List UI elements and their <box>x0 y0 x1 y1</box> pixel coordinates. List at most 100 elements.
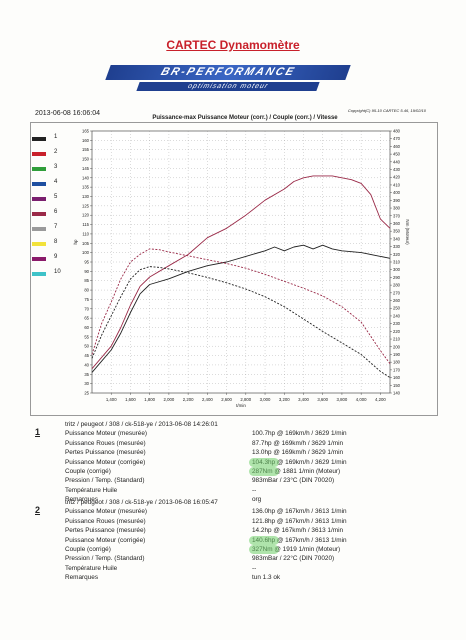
legend-label: 3 <box>54 164 58 170</box>
report-datetime: 2013-06-08 16:06:04 <box>35 110 100 117</box>
y-right-tick-label: 350 <box>393 229 401 234</box>
series-line-2-power <box>91 175 391 369</box>
y-left-tick-label: 35 <box>84 372 89 377</box>
result-label: Température Huile <box>65 486 118 494</box>
legend-item: 8 <box>32 239 68 254</box>
x-tick-label: 4,200 <box>375 397 386 402</box>
y-right-tick-label: 400 <box>393 190 401 195</box>
y-right-tick-label: 250 <box>393 306 401 311</box>
y-left-tick-label: 150 <box>82 157 90 162</box>
y-left-tick-label: 45 <box>84 353 89 358</box>
x-tick-label: 1,800 <box>144 397 155 402</box>
result-label: Puissance Moteur (corrigée) <box>65 536 146 544</box>
result-label: Couple (corrigé) <box>65 468 111 475</box>
result-value: 14.2hp @ 167km/h / 3613 1/min <box>252 527 344 535</box>
result-label: Puissance Moteur (mesurée) <box>65 430 148 438</box>
result-section-number: 2 <box>35 505 41 515</box>
result-label: Couple (corrigé) <box>65 546 111 553</box>
result-value: 983mBar / 23°C (DIN 70020) <box>252 477 335 485</box>
result-label: Puissance Roues (mesurée) <box>65 517 146 525</box>
document-title: CARTEC Dynamomètre <box>166 38 300 52</box>
y-right-axis-label: Nm (Moteur) <box>405 219 410 245</box>
result-value: 121.8hp @ 167km/h / 3613 1/min <box>252 517 347 525</box>
y-left-tick-label: 65 <box>84 316 89 321</box>
result-row: Remarques tun 1.3 ok <box>65 574 445 583</box>
y-right-tick-label: 260 <box>393 298 401 303</box>
y-right-tick-label: 170 <box>393 367 401 372</box>
x-tick-label: 2,400 <box>202 397 213 402</box>
y-right-tick-label: 230 <box>393 321 401 326</box>
result-label: Puissance Moteur (corrigée) <box>65 458 146 466</box>
y-right-tick-label: 140 <box>393 391 401 396</box>
result-row: Pression / Temp. (Standard) 983mBar / 23°… <box>65 477 445 486</box>
result-row: Remarques org <box>65 496 445 505</box>
y-left-tick-label: 125 <box>82 203 90 208</box>
result-label: Remarques <box>65 496 99 504</box>
result-section-number: 1 <box>35 427 41 437</box>
y-right-tick-label: 410 <box>393 182 401 187</box>
y-right-tick-label: 200 <box>393 344 401 349</box>
y-right-tick-label: 190 <box>393 352 401 357</box>
result-row: Couple (corrigé) 287Nm @ 1881 1/min (Mote… <box>65 467 445 477</box>
legend-swatch <box>32 137 46 141</box>
y-right-tick-label: 220 <box>393 329 401 334</box>
y-right-tick-label: 300 <box>393 267 401 272</box>
legend-item: 5 <box>32 194 68 209</box>
y-right-tick-label: 390 <box>393 198 401 203</box>
result-value: tun 1.3 ok <box>252 574 281 582</box>
y-left-tick-label: 55 <box>84 334 89 339</box>
copyright-note: Copyright(C) 95-10 CARTEC 5.46, 19/02/10 <box>347 108 426 113</box>
legend-label: 1 <box>54 134 58 140</box>
legend-label: 6 <box>54 209 58 215</box>
legend-item: 1 <box>32 134 68 149</box>
legend-item: 6 <box>32 209 68 224</box>
result-row: Pertes Puissance (mesurée) 13.0hp @ 169km… <box>65 449 445 458</box>
result-row: Puissance Moteur (mesurée) 100.7hp @ 169k… <box>65 430 445 439</box>
y-left-tick-label: 95 <box>84 260 89 265</box>
y-left-tick-label: 75 <box>84 297 89 302</box>
y-left-tick-label: 140 <box>82 175 90 180</box>
result-value-highlighted: 327Nm @ 1919 1/min (Moteur) <box>248 545 341 554</box>
x-tick-label: 2,000 <box>164 397 175 402</box>
result-run-header: tritz / peugeot / 308 / ck-518-ye / 2013… <box>65 421 218 428</box>
y-left-tick-label: 70 <box>84 306 89 311</box>
result-value: -- <box>252 486 257 494</box>
y-left-tick-label: 90 <box>84 269 89 274</box>
x-tick-label: 3,400 <box>298 397 309 402</box>
legend-label: 2 <box>54 149 58 155</box>
y-right-tick-label: 440 <box>393 159 401 164</box>
result-label: Pression / Temp. (Standard) <box>65 477 145 485</box>
y-right-tick-label: 430 <box>393 167 401 172</box>
y-right-tick-label: 270 <box>393 290 401 295</box>
y-right-tick-label: 370 <box>393 213 401 218</box>
y-right-tick-label: 290 <box>393 275 401 280</box>
legend-swatch <box>32 212 46 216</box>
x-tick-label: 3,600 <box>317 397 328 402</box>
legend-label: 5 <box>54 194 58 200</box>
x-axis-label: t/min <box>236 403 246 408</box>
y-right-tick-label: 450 <box>393 152 401 157</box>
x-tick-label: 2,200 <box>183 397 194 402</box>
y-left-tick-label: 25 <box>84 391 89 396</box>
y-left-tick-label: 80 <box>84 288 89 293</box>
y-left-axis-label: hp <box>73 239 78 245</box>
legend-label: 7 <box>54 224 58 230</box>
result-value: org <box>252 496 262 504</box>
result-row: Couple (corrigé) 327Nm @ 1919 1/min (Mote… <box>65 545 445 555</box>
result-value: 136.0hp @ 167km/h / 3613 1/min <box>252 508 347 516</box>
result-value: -- <box>252 564 257 572</box>
x-tick-label: 2,600 <box>221 397 232 402</box>
y-right-tick-label: 310 <box>393 260 401 265</box>
y-left-tick-label: 155 <box>82 147 90 152</box>
chart-panel <box>30 122 438 416</box>
result-label: Pression / Temp. (Standard) <box>65 555 145 563</box>
legend-label: 10 <box>54 269 61 275</box>
y-left-tick-label: 60 <box>84 325 89 330</box>
y-right-tick-label: 210 <box>393 337 401 342</box>
y-right-tick-label: 150 <box>393 383 401 388</box>
y-left-tick-label: 110 <box>82 231 89 236</box>
result-value: 13.0hp @ 169km/h / 3629 1/min <box>252 449 344 457</box>
x-tick-label: 1,400 <box>106 397 117 402</box>
result-label: Puissance Roues (mesurée) <box>65 439 146 447</box>
